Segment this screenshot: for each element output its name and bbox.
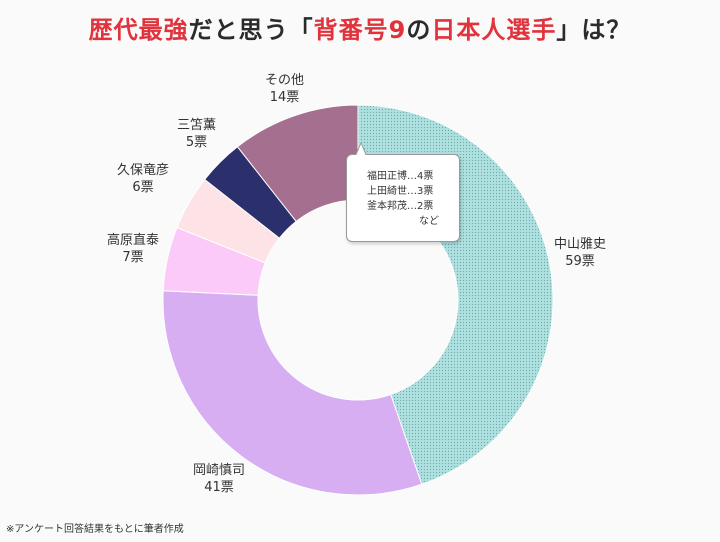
slice-value: 6票 — [132, 180, 154, 195]
title-part-1: 歴代最強 — [88, 16, 189, 44]
footnote: ※アンケート回答結果をもとに筆者作成 — [6, 524, 184, 535]
slice-value: 41票 — [204, 480, 234, 495]
slice-value: 7票 — [122, 250, 144, 265]
slice-name: 高原直泰 — [107, 233, 160, 248]
slice-label-三笘薫: 三笘薫 5票 — [177, 117, 216, 151]
slice-value: 59票 — [565, 254, 595, 269]
title-part-4: の — [406, 16, 432, 44]
slice-label-高原直泰: 高原直泰 7票 — [107, 232, 159, 266]
slice-岡崎慎司 — [162, 290, 423, 496]
slice-label-その他: その他 14票 — [265, 72, 304, 106]
breakdown-item: 福田正博…4票 — [367, 171, 434, 182]
slice-name: 久保竜彦 — [117, 163, 170, 178]
slice-name: 三笘薫 — [177, 118, 217, 133]
title-part-6: 」は？ — [556, 16, 632, 44]
slice-name: 中山雅史 — [554, 237, 607, 252]
slice-name: 岡崎慎司 — [193, 463, 246, 478]
slice-その他 — [236, 104, 359, 223]
title-part-5: 日本人選手 — [431, 16, 557, 44]
slice-value: 14票 — [269, 90, 300, 105]
breakdown-item: 上田綺世…3票 — [367, 186, 434, 197]
breakdown-suffix: など — [419, 216, 439, 227]
title-part-2: だと思う「 — [188, 16, 314, 44]
slice-label-岡崎慎司: 岡崎慎司 41票 — [193, 462, 245, 496]
slice-label-中山雅史: 中山雅史 59票 — [554, 236, 606, 270]
title-part-3: 背番号9 — [313, 16, 407, 44]
slice-name: その他 — [265, 73, 305, 88]
chart-title: 歴代最強だと思う「背番号9の日本人選手」は？ — [0, 10, 720, 45]
slice-value: 5票 — [185, 135, 208, 150]
breakdown-item: 釜本邦茂…2票 — [367, 201, 434, 212]
other-breakdown-callout: 福田正博…4票 上田綺世…3票 釜本邦茂…2票 など — [346, 142, 460, 242]
slice-label-久保竜彦: 久保竜彦 6票 — [117, 162, 169, 196]
